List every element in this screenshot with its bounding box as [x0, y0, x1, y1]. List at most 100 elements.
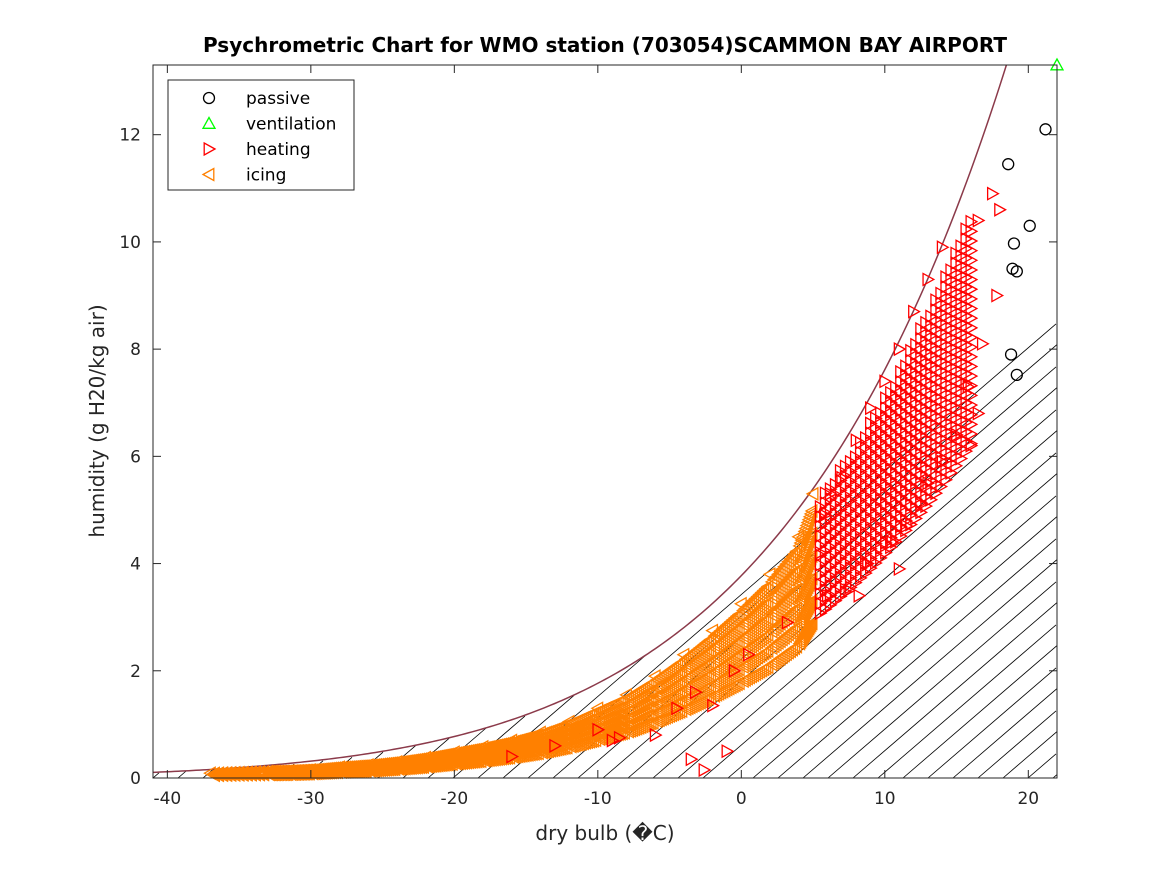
icing-point: [799, 518, 813, 533]
chart-title: Psychrometric Chart for WMO station (703…: [203, 33, 1007, 57]
icing-point: [774, 579, 788, 594]
heating-point: [965, 272, 979, 287]
icing-point: [804, 616, 818, 631]
heating-point: [781, 615, 795, 630]
series-passive: [1002, 123, 1052, 382]
icing-point: [802, 619, 816, 634]
hatch-line: [852, 602, 1057, 778]
x-tick-label: 10: [874, 789, 896, 809]
legend-marker-heating: [203, 141, 217, 157]
passive-point: [1039, 123, 1052, 136]
heating-point: [965, 417, 979, 432]
heating-point: [994, 202, 1007, 217]
icing-point: [801, 512, 815, 527]
icing-point: [798, 626, 812, 641]
x-tick-label: -40: [153, 789, 181, 809]
icing-point: [800, 623, 814, 638]
heating-point: [606, 733, 620, 748]
passive-point: [1004, 348, 1018, 361]
icing-point: [779, 575, 792, 590]
heating-point: [592, 722, 606, 737]
heating-point: [721, 744, 735, 759]
heating-point: [965, 340, 979, 355]
heating-point: [976, 336, 990, 351]
heating-point: [965, 388, 979, 403]
heating-point: [862, 556, 875, 571]
icing-point: [772, 582, 786, 597]
x-tick-label: -20: [440, 789, 468, 809]
legend-item-ventilation: ventilation: [201, 115, 336, 135]
icing-point: [793, 634, 807, 650]
icing-point: [804, 593, 818, 609]
heating-point: [689, 685, 703, 700]
y-tick-label: 0: [130, 769, 141, 789]
heating-point: [879, 374, 893, 389]
heating-point: [965, 243, 979, 258]
passive-point: [1002, 158, 1015, 171]
icing-point: [797, 607, 811, 622]
icing-point: [766, 588, 780, 604]
heating-point: [965, 436, 979, 451]
icing-point: [777, 559, 790, 574]
icing-point: [803, 617, 817, 633]
heating-point: [965, 233, 979, 249]
icing-point: [795, 631, 809, 646]
icing-point: [758, 581, 772, 596]
heating-point: [649, 728, 663, 743]
heating-point: [707, 698, 720, 713]
hatch-line: [1002, 731, 1057, 778]
icing-point: [770, 567, 784, 582]
legend-marker-passive: [202, 91, 216, 105]
y-tick-label: 2: [130, 662, 141, 682]
icing-point: [766, 572, 780, 587]
heating-point: [893, 342, 907, 357]
y-tick-label: 8: [130, 340, 141, 360]
hatch-line: [177, 770, 187, 778]
icing-point: [796, 629, 810, 644]
heating-point: [671, 701, 685, 716]
icing-point: [789, 639, 803, 654]
heating-point: [965, 282, 979, 297]
icing-point: [794, 613, 808, 628]
icing-point: [800, 601, 814, 616]
legend-item-heating: heating: [203, 140, 311, 160]
y-tick-label: 10: [119, 233, 141, 253]
icing-point: [787, 603, 801, 618]
icing-point: [764, 574, 778, 590]
legend: passive ventilation heating icing: [167, 79, 355, 191]
series-heating: [506, 186, 1007, 778]
hatch-line: [777, 538, 1057, 778]
heating-point: [986, 186, 1000, 201]
y-tick-label: 12: [119, 126, 141, 146]
icing-point: [805, 486, 819, 501]
legend-label: icing: [246, 166, 286, 186]
icing-point: [796, 609, 810, 624]
y-tick-label: 4: [130, 555, 141, 575]
hatch-line: [927, 667, 1057, 778]
icing-point: [801, 621, 815, 636]
icing-point: [797, 628, 811, 643]
legend-label: heating: [246, 140, 311, 160]
heating-point: [549, 738, 563, 753]
icing-point: [798, 521, 812, 536]
icing-point: [792, 636, 806, 651]
passive-point: [1010, 368, 1023, 382]
heating-point: [865, 400, 878, 416]
icing-point: [760, 579, 774, 594]
heating-point: [685, 752, 699, 767]
icing-point: [800, 515, 814, 530]
hatch-line: [952, 688, 1057, 778]
icing-point: [793, 615, 807, 630]
heating-point: [972, 406, 986, 421]
heating-point: [965, 253, 979, 268]
heating-point: [991, 288, 1005, 303]
legend-label: ventilation: [246, 115, 336, 135]
heating-point: [922, 272, 936, 287]
icing-point: [770, 584, 784, 599]
passive-point: [1007, 237, 1021, 250]
heating-point: [893, 561, 907, 577]
x-axis-label: dry bulb (�C): [535, 821, 674, 845]
heating-point: [951, 427, 964, 443]
icing-point: [804, 548, 818, 564]
